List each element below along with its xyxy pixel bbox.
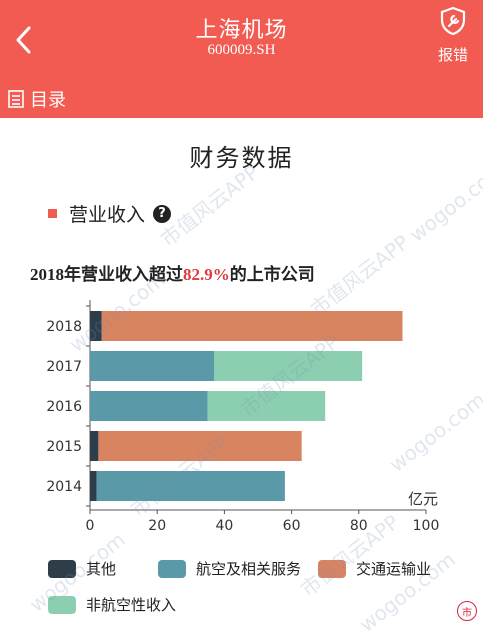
legend-item[interactable]: 交通运输业 [318, 558, 431, 579]
legend-label: 交通运输业 [356, 560, 432, 578]
x-axis-unit-label: 亿元 [408, 490, 438, 508]
list-icon [8, 90, 24, 108]
legend-swatch [158, 559, 186, 578]
legend-swatch [318, 559, 346, 578]
brand-stamp-icon: 市 [457, 601, 477, 621]
x-tick-label: 60 [283, 518, 301, 534]
company-name: 上海机场 [195, 18, 288, 43]
app-header: 上海机场 600009.SH 报错 [0, 0, 483, 80]
y-tick-label: 2015 [46, 439, 82, 455]
headline-percent: 82.9% [183, 265, 230, 284]
stock-code: 600009.SH [207, 42, 276, 58]
legend-label: 航空及相关服务 [196, 560, 302, 578]
revenue-section-header: 营业收入 ? [48, 200, 172, 227]
y-tick-label: 2014 [46, 479, 82, 495]
headline-suffix: 的上市公司 [229, 265, 315, 284]
toc-bar: 目录 [0, 80, 483, 118]
x-tick-label: 20 [148, 518, 166, 534]
report-error-button[interactable]: 报错 [431, 6, 475, 70]
card-title: 财务数据 [189, 144, 294, 172]
bar-segment [90, 391, 208, 421]
section-label: 营业收入 [69, 204, 146, 226]
bar-segment [214, 351, 363, 381]
bar-segment [98, 431, 302, 461]
y-tick-label: 2017 [46, 359, 82, 375]
bar-segment [90, 471, 97, 501]
section-bullet [48, 209, 57, 218]
bar-segment [90, 431, 99, 461]
legend-label: 其他 [86, 560, 117, 578]
wrench-shield-icon [440, 6, 466, 36]
bar-segment [90, 351, 215, 381]
x-tick-label: 40 [215, 518, 233, 534]
headline-prefix: 2018年营业收入超过 [30, 265, 183, 284]
legend-item[interactable]: 航空及相关服务 [158, 558, 301, 579]
revenue-bar-chart: 2018 2017 2016 2015 2014 0 20 40 60 80 100 亿元 [46, 300, 440, 534]
legend-item[interactable]: 其他 [48, 558, 116, 579]
report-label: 报错 [437, 46, 468, 64]
financial-card: 财务数据 营业收入 ? 2018年营业收入超过82.9%的上市公司 2018 20… [14, 118, 469, 627]
back-button[interactable] [6, 20, 40, 60]
chevron-left-icon [16, 26, 31, 54]
toc-button[interactable]: 目录 [8, 86, 66, 112]
legend-item[interactable]: 非航空性收入 [48, 594, 176, 615]
help-icon[interactable]: ? [153, 204, 172, 223]
bar-segment [90, 311, 102, 341]
bar-segment [96, 471, 285, 501]
bar-segment [101, 311, 403, 341]
legend-label: 非航空性收入 [86, 596, 177, 614]
x-tick-label: 0 [86, 518, 95, 534]
x-tick-label: 100 [413, 518, 440, 534]
y-tick-label: 2016 [46, 399, 82, 415]
toc-label: 目录 [30, 90, 66, 111]
bar-segment [207, 391, 326, 421]
legend-swatch [48, 595, 76, 614]
revenue-headline: 2018年营业收入超过82.9%的上市公司 [30, 260, 315, 285]
legend-swatch [48, 559, 76, 578]
x-tick-label: 80 [350, 518, 368, 534]
y-tick-label: 2018 [46, 319, 82, 335]
